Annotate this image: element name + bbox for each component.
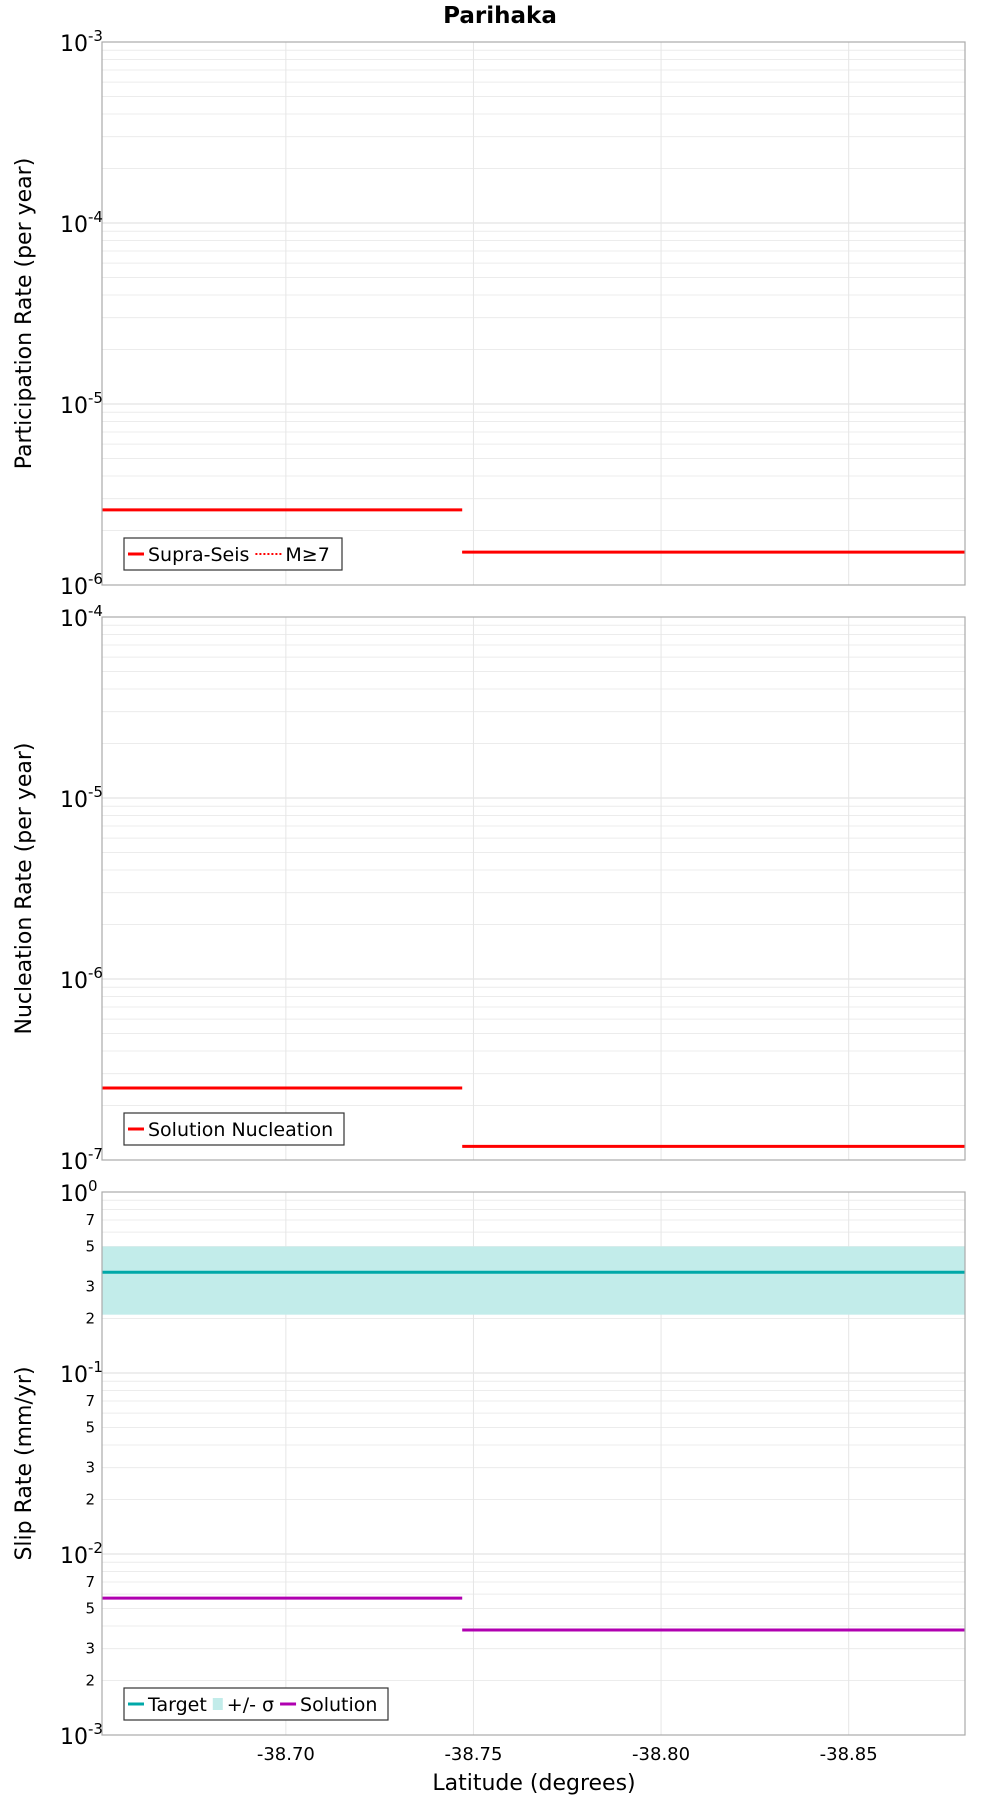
legend-box [123, 537, 343, 571]
y-minor-tick-label: 3 [85, 1278, 95, 1296]
y-tick-label: 10-3 [60, 27, 103, 57]
legend-label: M≥7 [285, 544, 329, 566]
legend-label: Solution [300, 1694, 377, 1716]
y-minor-tick-label: 3 [85, 1640, 95, 1658]
legend-swatch [212, 1698, 223, 1710]
y-minor-tick-label: 3 [85, 1459, 95, 1477]
legend-label: Supra-Seis [148, 544, 249, 566]
y-minor-tick-label: 2 [85, 1491, 95, 1509]
y-tick-label: 100 [60, 1177, 98, 1207]
y-tick-label: 10-4 [60, 602, 103, 632]
y-tick-label: 10-6 [60, 964, 103, 994]
y-minor-tick-label: 5 [85, 1237, 95, 1255]
plot-area [102, 42, 965, 585]
y-minor-tick-label: 5 [85, 1418, 95, 1436]
panel-2: 10-4 10-5 10-6 10-7 Nucleation Rate (per yea… [12, 602, 966, 1175]
y-minor-tick-label: 5 [85, 1599, 95, 1617]
y-tick-label: 10-4 [60, 208, 103, 238]
x-tick-label: -38.80 [632, 1744, 690, 1765]
y-tick-label: 10-5 [60, 389, 103, 419]
y-tick-label: 10-2 [60, 1539, 103, 1569]
x-axis-label: Latitude (degrees) [432, 1771, 635, 1796]
y-minor-tick-label: 7 [85, 1392, 95, 1410]
x-tick-label: -38.75 [444, 1744, 502, 1765]
legend: Target +/- σ Solution [123, 1687, 389, 1721]
legend-box [123, 1687, 389, 1721]
plot-area [102, 617, 965, 1160]
y-axis-label: Participation Rate (per year) [12, 158, 37, 470]
y-minor-tick-label: 7 [85, 1211, 95, 1229]
y-axis-label: Nucleation Rate (per year) [12, 743, 37, 1035]
y-tick-label: 10-7 [60, 1145, 103, 1175]
panel-1: 10-3 10-4 10-5 10-6 Participation Rate (per … [12, 27, 966, 600]
y-tick-label: 10-1 [60, 1358, 103, 1388]
legend: Supra-Seis M≥7 [123, 537, 343, 571]
sigma-band [102, 1246, 965, 1315]
plot-frame [101, 41, 966, 586]
y-minor-tick-label: 2 [85, 1310, 95, 1328]
legend: Solution Nucleation [123, 1112, 345, 1146]
plot-frame [101, 616, 966, 1161]
y-tick-label: 10-5 [60, 783, 103, 813]
y-minor-tick-label: 2 [85, 1672, 95, 1690]
y-tick-label: 10-6 [60, 570, 103, 600]
legend-label: Target [147, 1694, 207, 1716]
legend-label: +/- σ [227, 1694, 274, 1716]
legend-label: Solution Nucleation [148, 1119, 333, 1141]
x-tick-label: -38.70 [257, 1744, 315, 1765]
legend-box [123, 1112, 345, 1146]
panel-3: 100 10-1 10-2 10-3 2 3 5 7 2 3 5 7 2 3 5 7 Slip Rate (mm… [12, 1177, 966, 1765]
plot-frame [101, 1191, 966, 1736]
chart-title: Parihaka [443, 3, 557, 29]
chart-panels: 10-3 10-4 10-5 10-6 Participation Rate (per … [12, 27, 966, 1765]
y-tick-label: 10-3 [60, 1720, 103, 1750]
y-minor-tick-label: 7 [85, 1573, 95, 1591]
y-axis-label: Slip Rate (mm/yr) [12, 1366, 37, 1560]
x-tick-label: -38.85 [820, 1744, 878, 1765]
